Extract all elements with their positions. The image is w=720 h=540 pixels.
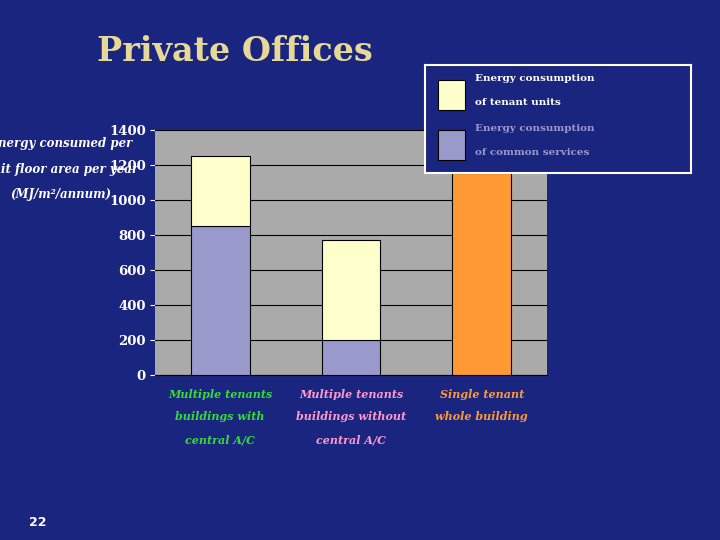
Bar	[322, 340, 380, 375]
Bar	[191, 226, 250, 375]
Bar	[322, 240, 380, 340]
Bar	[191, 156, 250, 226]
Text: of tenant units: of tenant units	[475, 98, 561, 107]
Bar	[452, 173, 511, 375]
Text: (MJ/m²/annum): (MJ/m²/annum)	[11, 188, 112, 201]
Text: Energy consumed per: Energy consumed per	[0, 137, 133, 150]
Text: central A/C: central A/C	[185, 434, 255, 445]
Bar	[438, 130, 465, 160]
Text: of common services: of common services	[475, 148, 590, 157]
Text: Single tenant: Single tenant	[440, 389, 524, 400]
Text: b̲u̲i̲l̲d̲i̲n̲g̲s̲ ̲w̲i̲t̲h̲o̲u̲t̲: b̲u̲i̲l̲d̲i̲n̲g̲s̲ ̲w̲i̲t̲h̲o̲u̲t̲	[296, 411, 406, 423]
Text: c̲e̲n̲t̲r̲a̲l̲ ̲A̲/̲C̲: c̲e̲n̲t̲r̲a̲l̲ ̲A̲/̲C̲	[185, 434, 255, 446]
Text: Multiple tenants: Multiple tenants	[299, 389, 403, 400]
Text: unit floor area per year: unit floor area per year	[0, 163, 138, 176]
Text: c̲e̲n̲t̲r̲a̲l̲ ̲A̲/̲C̲: c̲e̲n̲t̲r̲a̲l̲ ̲A̲/̲C̲	[316, 434, 386, 446]
Text: Energy consumption: Energy consumption	[475, 124, 595, 133]
Text: whole building: whole building	[436, 411, 528, 422]
Text: Private Offices: Private Offices	[97, 35, 373, 68]
Text: 22: 22	[29, 516, 46, 529]
Text: buildings without: buildings without	[296, 411, 406, 422]
Text: Energy consumption: Energy consumption	[475, 75, 595, 83]
Text: buildings with: buildings with	[176, 411, 265, 422]
Text: b̲u̲i̲l̲d̲i̲n̲g̲s̲ ̲w̲i̲t̲h̲: b̲u̲i̲l̲d̲i̲n̲g̲s̲ ̲w̲i̲t̲h̲	[176, 411, 265, 423]
Bar	[438, 80, 465, 110]
Text: Multiple tenants: Multiple tenants	[168, 389, 272, 400]
Text: central A/C: central A/C	[316, 434, 386, 445]
